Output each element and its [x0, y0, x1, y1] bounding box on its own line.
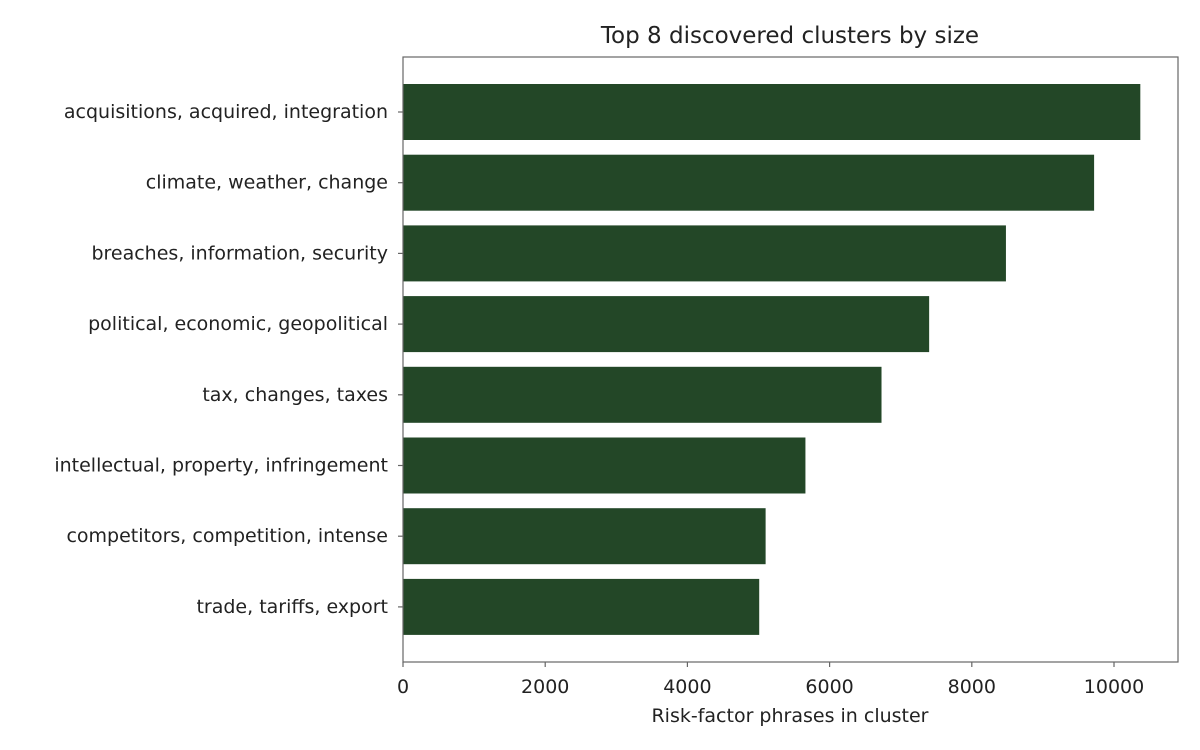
bar-5 — [403, 366, 882, 423]
bar-7 — [403, 508, 766, 565]
x-tick-label: 4000 — [663, 676, 711, 698]
y-tick-label: trade, tariffs, export — [196, 596, 388, 618]
y-tick-label: climate, weather, change — [146, 172, 388, 194]
x-tick-label: 6000 — [805, 676, 853, 698]
x-axis-title: Risk-factor phrases in cluster — [651, 705, 928, 727]
y-tick-label: political, economic, geopolitical — [88, 313, 388, 335]
plot-frame — [402, 56, 1179, 663]
x-tick-label: 8000 — [948, 676, 996, 698]
x-axis-ticks: 0 2000 4000 6000 8000 10000 — [397, 662, 1144, 698]
x-tick-label: 10000 — [1084, 676, 1144, 698]
y-tick-label: intellectual, property, infringement — [54, 455, 388, 477]
bar-4 — [403, 296, 930, 353]
bar-3 — [403, 225, 1006, 282]
x-tick-label: 0 — [397, 676, 409, 698]
x-tick-label: 2000 — [521, 676, 569, 698]
chart-title: Top 8 discovered clusters by size — [600, 23, 979, 49]
bars-layer — [403, 84, 1141, 635]
y-tick-label: tax, changes, taxes — [202, 384, 388, 406]
y-tick-label: acquisitions, acquired, integration — [64, 101, 388, 123]
bar-2 — [403, 154, 1095, 211]
bar-8 — [403, 578, 760, 635]
y-tick-label: breaches, information, security — [91, 242, 388, 264]
bar-1 — [403, 84, 1141, 140]
y-axis-ticks: acquisitions, acquired, integration clima… — [54, 101, 403, 618]
bar-6 — [403, 437, 806, 494]
y-tick-label: competitors, competition, intense — [66, 525, 388, 547]
